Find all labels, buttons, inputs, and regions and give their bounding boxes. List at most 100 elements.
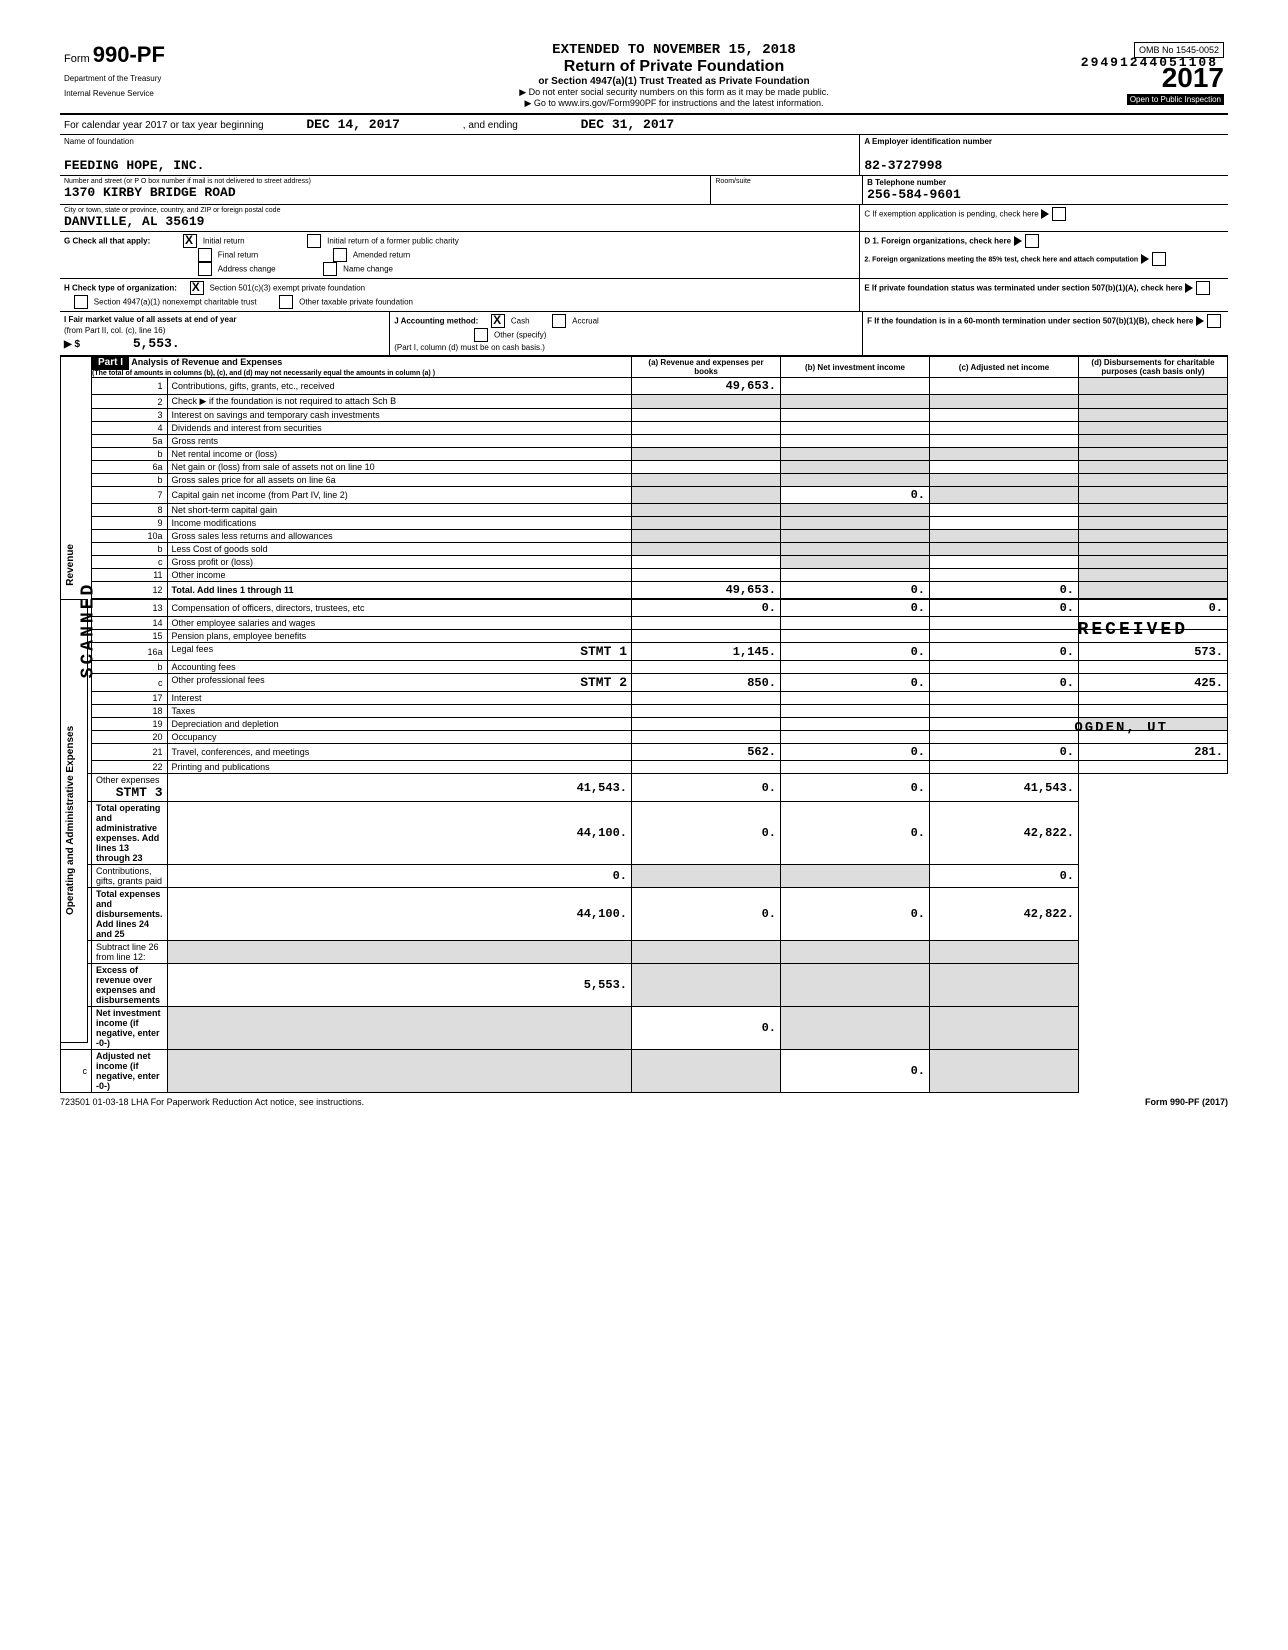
public-inspection: Open to Public Inspection xyxy=(1127,94,1224,105)
line-2: 2Check ▶ if the foundation is not requir… xyxy=(61,395,1228,409)
cash-method-checkbox[interactable] xyxy=(491,314,505,328)
col-c-header: (c) Adjusted net income xyxy=(930,357,1079,378)
line-27: 27Subtract line 26 from line 12: xyxy=(61,941,1228,964)
accrual-method-checkbox[interactable] xyxy=(552,314,566,328)
form-header: Form 990-PF Department of the Treasury I… xyxy=(60,40,1228,115)
end-date: DEC 31, 2017 xyxy=(581,117,675,132)
form-number: Form 990-PF xyxy=(64,42,256,68)
line-23: 23Other expenses STMT 341,543.0.0.41,543… xyxy=(61,774,1228,802)
telephone-label: B Telephone number xyxy=(867,178,1224,187)
initial-return-checkbox[interactable] xyxy=(183,234,197,248)
line-16b: bAccounting fees xyxy=(61,661,1228,674)
form-note-ssn: ▶ Do not enter social security numbers o… xyxy=(264,87,1084,98)
line-11: 11Other income xyxy=(61,569,1228,582)
pending-checkbox[interactable] xyxy=(1052,207,1066,221)
line-10b: bLess Cost of goods sold xyxy=(61,543,1228,556)
f-checkbox[interactable] xyxy=(1207,314,1221,328)
line-18: 18Taxes xyxy=(61,705,1228,718)
ogden-stamp: OGDEN, UT xyxy=(1074,720,1168,736)
line-26: 26Total expenses and disbursements. Add … xyxy=(61,888,1228,941)
calendar-year-row: For calendar year 2017 or tax year begin… xyxy=(60,115,1228,134)
line-12: 12Total. Add lines 1 through 1149,653.0.… xyxy=(61,582,1228,599)
line-10a: 10aGross sales less returns and allowanc… xyxy=(61,530,1228,543)
line-5a: 5aGross rents xyxy=(61,435,1228,448)
g-label: G Check all that apply: xyxy=(64,237,150,246)
f-label: F If the foundation is in a 60-month ter… xyxy=(867,317,1193,326)
final-return-checkbox[interactable] xyxy=(198,248,212,262)
e-label: E If private foundation status was termi… xyxy=(864,284,1182,293)
amended-return-checkbox[interactable] xyxy=(333,248,347,262)
line-6a: 6aNet gain or (loss) from sale of assets… xyxy=(61,461,1228,474)
footer-left: 723501 01-03-18 LHA For Paperwork Reduct… xyxy=(60,1097,364,1107)
extended-to: EXTENDED TO NOVEMBER 15, 2018 xyxy=(264,42,1084,58)
name-label: Name of foundation xyxy=(64,137,855,146)
line-25: 25Contributions, gifts, grants paid0.0. xyxy=(61,865,1228,888)
other-taxable-checkbox[interactable] xyxy=(279,295,293,309)
line-21: 21Travel, conferences, and meetings562.0… xyxy=(61,744,1228,761)
line-13: 13Compensation of officers, directors, t… xyxy=(61,600,1228,617)
line-27a: aExcess of revenue over expenses and dis… xyxy=(61,964,1228,1007)
col-d-header: (d) Disbursements for charitable purpose… xyxy=(1079,357,1228,378)
d1-label: D 1. Foreign organizations, check here xyxy=(864,237,1011,246)
foreign-org-checkbox[interactable] xyxy=(1025,234,1039,248)
arrow-icon xyxy=(1041,209,1049,219)
other-method-checkbox[interactable] xyxy=(474,328,488,342)
arrow-icon xyxy=(1196,316,1204,326)
dln-code: 29491244051108 xyxy=(1081,55,1218,70)
ein-value: 82-3727998 xyxy=(864,158,1224,173)
line-20: 20Occupancy xyxy=(61,731,1228,744)
j-note: (Part I, column (d) must be on cash basi… xyxy=(394,343,545,352)
line-16c: cOther professional fees STMT 2850.0.0.4… xyxy=(61,674,1228,692)
name-change-checkbox[interactable] xyxy=(323,262,337,276)
side-label-expenses: Operating and Administrative Expenses xyxy=(65,601,76,1039)
part1-header: Part I xyxy=(92,355,129,370)
initial-former-checkbox[interactable] xyxy=(307,234,321,248)
j-label: J Accounting method: xyxy=(394,317,478,326)
address-label: Number and street (or P O box number if … xyxy=(64,178,706,185)
line-15: 15Pension plans, employee benefits xyxy=(61,630,1228,643)
line-14: 14Other employee salaries and wages xyxy=(61,617,1228,630)
arrow-icon xyxy=(1185,283,1193,293)
line-17: 17Interest xyxy=(61,692,1228,705)
side-label-revenue: Revenue xyxy=(65,540,76,590)
4947-checkbox[interactable] xyxy=(74,295,88,309)
footer-right: Form 990-PF (2017) xyxy=(1145,1097,1228,1107)
pending-label: C If exemption application is pending, c… xyxy=(864,210,1038,219)
dept-irs: Internal Revenue Service xyxy=(64,89,256,98)
line-19: 19Depreciation and depletion xyxy=(61,718,1228,731)
line-27b: bNet investment income (if negative, ent… xyxy=(61,1007,1228,1050)
line-8: 8Net short-term capital gain xyxy=(61,504,1228,517)
received-stamp: RECEIVED xyxy=(1078,620,1188,640)
dept-treasury: Department of the Treasury xyxy=(64,74,256,83)
part1-table: Revenue Part I Analysis of Revenue and E… xyxy=(60,356,1228,1093)
line-24: 24Total operating and administrative exp… xyxy=(61,802,1228,865)
line-10c: cGross profit or (loss) xyxy=(61,556,1228,569)
line-1: 1Contributions, gifts, grants, etc., rec… xyxy=(61,378,1228,395)
h-label: H Check type of organization: xyxy=(64,284,177,293)
city-label: City or town, state or province, country… xyxy=(64,207,855,214)
85pct-test-checkbox[interactable] xyxy=(1152,252,1166,266)
line-9: 9Income modifications xyxy=(61,517,1228,530)
line-3: 3Interest on savings and temporary cash … xyxy=(61,409,1228,422)
line-27c: cAdjusted net income (if negative, enter… xyxy=(61,1050,1228,1093)
city-state-zip: DANVILLE, AL 35619 xyxy=(64,214,855,229)
line-4: 4Dividends and interest from securities xyxy=(61,422,1228,435)
col-a-header: (a) Revenue and expenses per books xyxy=(632,357,781,378)
room-label: Room/suite xyxy=(715,178,858,185)
form-subtitle: or Section 4947(a)(1) Trust Treated as P… xyxy=(264,76,1084,87)
line-5b: bNet rental income or (loss) xyxy=(61,448,1228,461)
line-6b: bGross sales price for all assets on lin… xyxy=(61,474,1228,487)
address-change-checkbox[interactable] xyxy=(198,262,212,276)
line-22: 22Printing and publications xyxy=(61,761,1228,774)
arrow-icon xyxy=(1014,236,1022,246)
fmv-value: 5,553. xyxy=(133,336,180,351)
e-checkbox[interactable] xyxy=(1196,281,1210,295)
telephone-value: 256-584-9601 xyxy=(867,187,1224,202)
501c3-checkbox[interactable] xyxy=(190,281,204,295)
line-7: 7Capital gain net income (from Part IV, … xyxy=(61,487,1228,504)
line-16a: 16aLegal fees STMT 11,145.0.0.573. xyxy=(61,643,1228,661)
arrow-icon xyxy=(1141,254,1149,264)
i-label: I Fair market value of all assets at end… xyxy=(64,315,237,324)
street-address: 1370 KIRBY BRIDGE ROAD xyxy=(64,185,706,200)
scanned-stamp: SCANNED xyxy=(78,582,98,679)
